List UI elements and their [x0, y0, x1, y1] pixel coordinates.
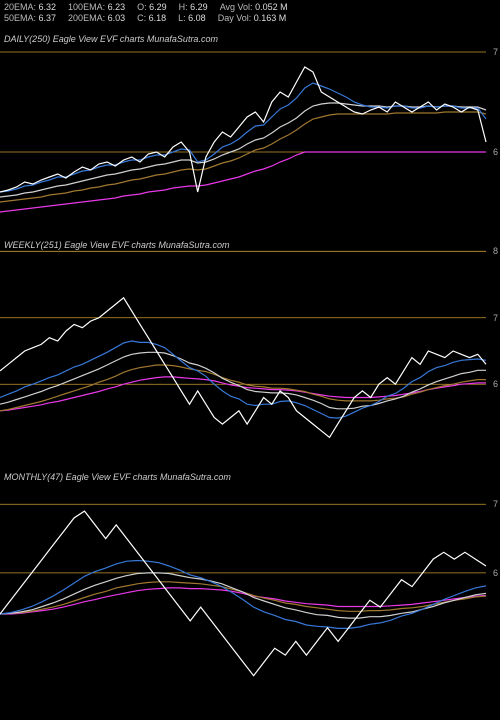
stat-label: 20EMA:: [4, 2, 39, 12]
stat-item: 20EMA: 6.32: [4, 2, 56, 13]
stat-value: 6.29: [149, 2, 167, 12]
ema100-line: [0, 112, 486, 202]
ema200-line: [0, 152, 486, 212]
stats-row-1: 20EMA: 6.32100EMA: 6.23O: 6.29H: 6.29Avg…: [4, 2, 496, 13]
stat-value: 6.32: [39, 2, 57, 12]
y-axis-label: 6: [493, 379, 498, 389]
y-axis-label: 7: [493, 499, 498, 509]
y-axis-label: 7: [493, 47, 498, 57]
stat-label: Avg Vol:: [220, 2, 255, 12]
stat-item: 50EMA: 6.37: [4, 13, 56, 24]
chart-panel-monthly: MONTHLY(47) Eagle View EVF charts Munafa…: [0, 470, 500, 710]
stat-value: 6.08: [188, 13, 206, 23]
y-axis-label: 7: [493, 313, 498, 323]
price-line: [0, 67, 486, 192]
stat-label: L:: [178, 13, 188, 23]
stat-label: Day Vol:: [218, 13, 254, 23]
stat-value: 0.052 M: [255, 2, 288, 12]
stat-value: 6.03: [108, 13, 126, 23]
stat-item: L: 6.08: [178, 13, 206, 24]
stat-label: C:: [137, 13, 149, 23]
y-axis-label: 8: [493, 246, 498, 256]
stat-item: Day Vol: 0.163 M: [218, 13, 287, 24]
stat-value: 0.163 M: [254, 13, 287, 23]
stat-label: 50EMA:: [4, 13, 39, 23]
chart-panel-weekly: WEEKLY(251) Eagle View EVF charts Munafa…: [0, 238, 500, 464]
y-axis-label: 6: [493, 147, 498, 157]
stat-item: H: 6.29: [179, 2, 208, 13]
chart-svg: [0, 32, 500, 232]
stats-row-2: 50EMA: 6.37 200EMA: 6.03 C: 6.18 L: 6.08 Day…: [4, 13, 496, 24]
stat-item: Avg Vol: 0.052 M: [220, 2, 288, 13]
stat-item: C: 6.18: [137, 13, 166, 24]
stat-value: 6.37: [39, 13, 57, 23]
panel-title: DAILY(250) Eagle View EVF charts MunafaS…: [4, 34, 218, 44]
chart-svg: [0, 470, 500, 710]
stat-value: 6.18: [149, 13, 167, 23]
stat-label: 100EMA:: [68, 2, 108, 12]
stat-item: O: 6.29: [137, 2, 167, 13]
stat-item: 200EMA: 6.03: [68, 13, 125, 24]
stat-value: 6.23: [108, 2, 126, 12]
ema50-line: [0, 103, 486, 197]
ema100-line: [0, 582, 486, 614]
panel-title: MONTHLY(47) Eagle View EVF charts Munafa…: [4, 472, 231, 482]
stat-label: H:: [179, 2, 191, 12]
chart-svg: [0, 238, 500, 464]
panel-title: WEEKLY(251) Eagle View EVF charts Munafa…: [4, 240, 229, 250]
chart-panel-daily: DAILY(250) Eagle View EVF charts MunafaS…: [0, 32, 500, 232]
stat-label: 200EMA:: [68, 13, 108, 23]
stat-value: 6.29: [190, 2, 208, 12]
y-axis-label: 6: [493, 568, 498, 578]
ema50-line: [0, 573, 486, 618]
header-stats: 20EMA: 6.32100EMA: 6.23O: 6.29H: 6.29Avg…: [0, 0, 500, 28]
stat-label: O:: [137, 2, 149, 12]
stat-item: 100EMA: 6.23: [68, 2, 125, 13]
